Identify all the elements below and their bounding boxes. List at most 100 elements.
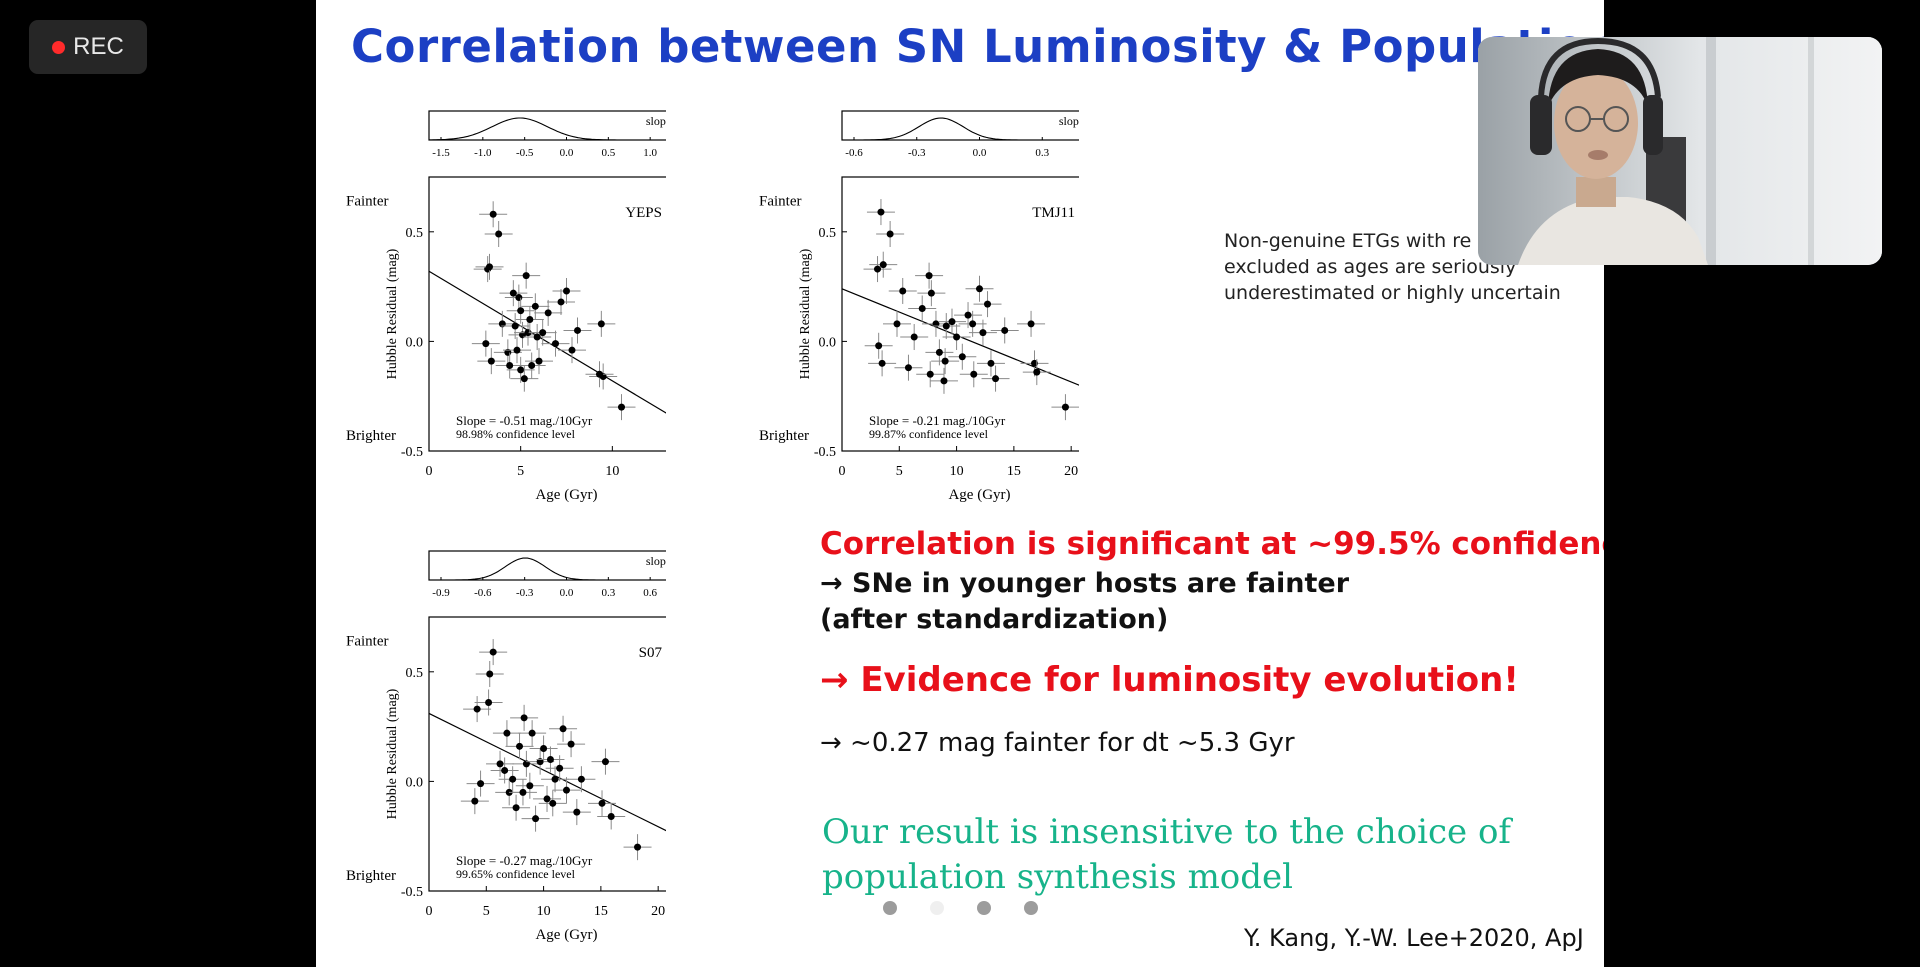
data-point xyxy=(486,263,493,271)
data-point xyxy=(486,670,494,678)
data-point xyxy=(910,333,918,341)
x-tick-label: 5 xyxy=(517,464,524,479)
x-tick-label: 10 xyxy=(605,464,619,479)
x-tick-label: 10 xyxy=(537,904,551,919)
confidence-text: 99.87% confidence level xyxy=(869,427,989,441)
data-point xyxy=(918,305,926,313)
x-tick-label: 15 xyxy=(594,904,608,919)
presentation-slide: Correlation between SN Luminosity & Popu… xyxy=(316,0,1604,967)
data-point xyxy=(563,786,570,794)
data-point xyxy=(979,329,987,337)
note-line: excluded as ages are seriously xyxy=(1224,256,1517,278)
data-point xyxy=(526,782,534,790)
data-point xyxy=(1027,320,1035,328)
y-tick-label: -0.5 xyxy=(401,445,423,460)
data-point xyxy=(520,375,528,383)
data-point xyxy=(878,359,886,367)
data-point xyxy=(517,307,525,315)
y-tick-label: -0.5 xyxy=(401,885,423,900)
evidence-heading: → Evidence for luminosity evolution! xyxy=(820,660,1519,700)
data-point xyxy=(984,300,992,308)
data-point xyxy=(531,302,539,310)
slope-tick-label: 0.5 xyxy=(601,147,615,159)
record-dot-icon xyxy=(52,40,66,54)
data-point xyxy=(970,370,978,378)
x-tick-label: 10 xyxy=(950,464,964,479)
slope-tick-label: -1.0 xyxy=(474,147,492,159)
data-point xyxy=(535,357,543,365)
page-dot[interactable] xyxy=(930,901,944,915)
page-dot[interactable] xyxy=(1024,901,1038,915)
x-tick-label: 0 xyxy=(839,464,846,479)
scatter-plot-tmj11: slope × 10-0.6-0.30.00.30.6051015200.50.… xyxy=(759,108,1079,508)
data-point xyxy=(597,320,605,328)
x-tick-label: 0 xyxy=(426,464,433,479)
x-tick-label: 5 xyxy=(483,904,490,919)
recording-label: REC xyxy=(73,33,124,60)
camera-feed[interactable] xyxy=(1478,37,1882,265)
model-label: S07 xyxy=(639,645,663,661)
data-point xyxy=(551,775,559,783)
y-tick-label: 0.5 xyxy=(406,226,424,241)
data-point xyxy=(969,320,977,328)
brighter-label: Brighter xyxy=(346,428,396,444)
data-point xyxy=(886,230,894,238)
data-point xyxy=(517,366,525,374)
y-tick-label: 0.0 xyxy=(406,775,424,790)
person-video-feed-icon xyxy=(1478,37,1882,265)
data-point xyxy=(544,309,552,317)
fainter-label: Fainter xyxy=(759,193,802,209)
y-axis-label: Hubble Residual (mag) xyxy=(385,688,400,819)
plot-frame xyxy=(428,616,666,892)
fit-line xyxy=(428,712,666,832)
x-tick-label: 20 xyxy=(1064,464,1078,479)
data-point xyxy=(509,775,517,783)
slope-histogram-frame xyxy=(428,110,666,141)
recording-indicator: REC xyxy=(29,20,147,74)
data-point xyxy=(899,287,907,295)
page-dot[interactable] xyxy=(883,901,897,915)
y-tick-label: -0.5 xyxy=(814,445,836,460)
y-tick-label: 0.0 xyxy=(819,335,837,350)
x-axis-label: Age (Gyr) xyxy=(535,487,597,503)
data-point xyxy=(543,795,551,803)
data-point xyxy=(607,812,615,820)
data-point xyxy=(546,755,554,763)
data-point xyxy=(874,265,882,273)
slope-tick-label: 0.3 xyxy=(601,587,615,599)
x-tick-label: 15 xyxy=(1007,464,1021,479)
scatter-plot-s07: slope × 10-0.9-0.6-0.30.00.30.60.9051015… xyxy=(346,548,666,948)
slope-tick-label: 0.3 xyxy=(1035,147,1049,159)
slope-histogram-label: slope × 10 xyxy=(646,114,666,128)
slope-distribution-curve xyxy=(429,557,666,581)
brighter-label: Brighter xyxy=(759,428,809,444)
slope-text: Slope = -0.27 mag./10Gyr xyxy=(456,853,593,868)
confidence-text: 98.98% confidence level xyxy=(456,427,576,441)
note-line: underestimated or highly uncertain xyxy=(1224,282,1561,304)
data-point xyxy=(559,725,567,733)
data-point xyxy=(563,287,570,295)
data-point xyxy=(556,764,564,772)
slope-histogram-label: slope × 10 xyxy=(1059,114,1079,128)
page-dot[interactable] xyxy=(977,901,991,915)
scatter-plot-yeps: slope × 10-1.5-1.0-0.50.00.51.01.5051015… xyxy=(346,108,666,508)
data-point xyxy=(1061,403,1069,411)
data-point xyxy=(926,370,934,378)
fainter-label: Fainter xyxy=(346,633,389,649)
data-point xyxy=(941,357,949,365)
data-point xyxy=(473,705,481,713)
data-point xyxy=(879,261,887,269)
fit-line xyxy=(841,288,1079,386)
y-tick-label: 0.0 xyxy=(406,335,424,350)
data-point xyxy=(948,318,956,326)
model-label: YEPS xyxy=(625,205,662,221)
data-point xyxy=(1031,359,1038,367)
note-line: Non-genuine ETGs with re xyxy=(1224,230,1472,252)
data-point xyxy=(942,322,950,330)
slope-tick-label: 1.0 xyxy=(643,147,657,159)
data-point xyxy=(567,740,575,748)
data-point xyxy=(557,298,565,306)
data-point xyxy=(877,208,885,216)
data-point xyxy=(987,359,995,367)
data-point xyxy=(598,799,606,807)
